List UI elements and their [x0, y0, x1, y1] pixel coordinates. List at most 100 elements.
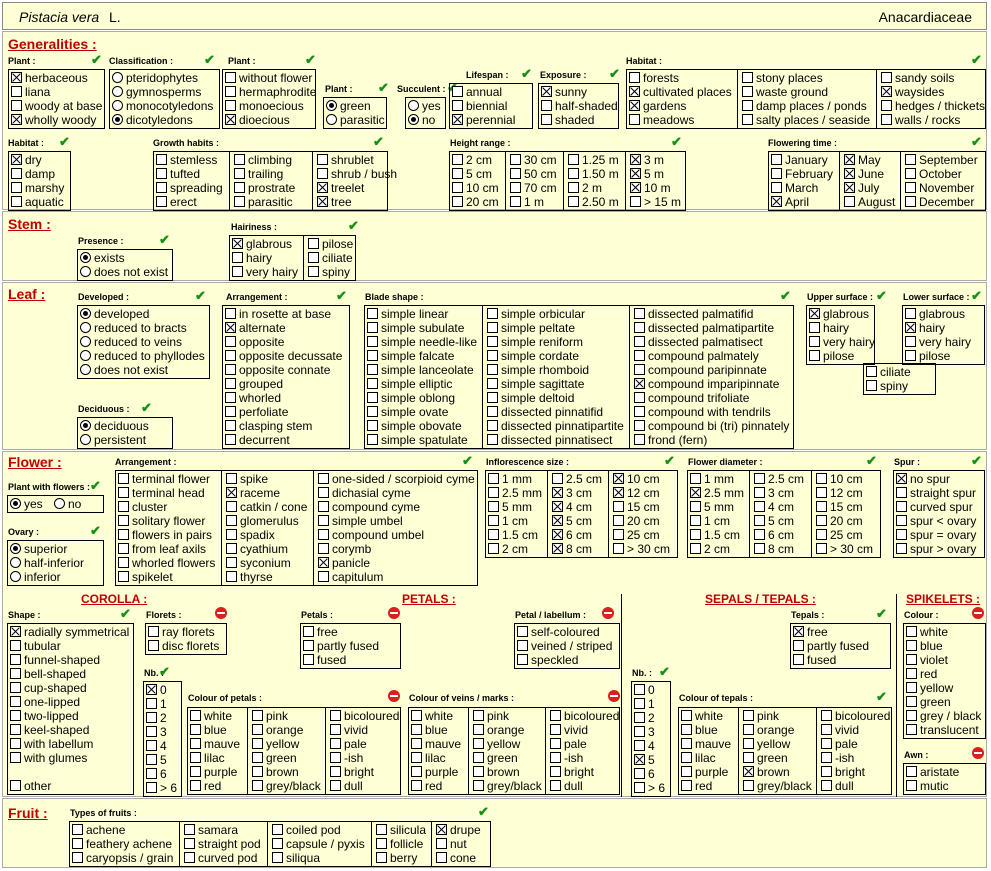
checkbox[interactable] — [72, 838, 83, 849]
checkbox[interactable] — [411, 766, 422, 777]
option-item[interactable]: 5 m — [630, 167, 664, 181]
checkbox[interactable] — [550, 752, 561, 763]
checkbox[interactable] — [487, 364, 498, 375]
option-item[interactable]: grouped — [225, 377, 283, 391]
checkbox[interactable] — [905, 196, 916, 207]
checkbox[interactable] — [681, 780, 692, 791]
option-item[interactable]: > 6 — [634, 781, 665, 795]
checkbox[interactable] — [896, 543, 907, 554]
checkbox[interactable] — [743, 780, 754, 791]
checkbox[interactable] — [118, 473, 129, 484]
checkbox[interactable] — [272, 824, 283, 835]
option-item[interactable]: pilose — [905, 349, 950, 363]
option-item[interactable]: compound cyme — [318, 500, 420, 514]
option-item[interactable]: shrublet — [317, 153, 374, 167]
checkbox[interactable] — [226, 557, 237, 568]
checkbox[interactable] — [232, 266, 243, 277]
checkbox[interactable] — [634, 684, 645, 695]
checkbox[interactable] — [487, 322, 498, 333]
checkbox[interactable] — [11, 182, 22, 193]
option-item[interactable]: 2.5 cm — [754, 472, 804, 486]
checkbox[interactable] — [10, 626, 21, 637]
option-item[interactable]: 2 cm — [690, 542, 730, 556]
checkbox[interactable] — [436, 824, 447, 835]
checkbox[interactable] — [541, 86, 552, 97]
option-item[interactable]: 10 m — [630, 181, 671, 195]
radio-button[interactable] — [80, 364, 91, 375]
radio-button[interactable] — [80, 252, 91, 263]
option-item[interactable]: aristate — [906, 765, 959, 779]
option-item[interactable]: forests — [629, 71, 679, 85]
option-item[interactable]: curved pod — [184, 851, 257, 865]
checkbox[interactable] — [634, 726, 645, 737]
checkbox[interactable] — [318, 473, 329, 484]
option-item[interactable]: terminal head — [118, 486, 205, 500]
option-item[interactable]: syconium — [226, 556, 291, 570]
option-item[interactable]: stemless — [156, 153, 217, 167]
option-item[interactable]: compound imparipinnate — [634, 377, 779, 391]
option-item[interactable]: February — [771, 167, 833, 181]
option-item[interactable]: 10 cm — [613, 472, 660, 486]
option-item[interactable]: damp places / ponds — [742, 99, 867, 113]
radio-button[interactable] — [10, 543, 21, 554]
checkbox[interactable] — [844, 168, 855, 179]
checkbox[interactable] — [690, 473, 701, 484]
option-item[interactable]: blue — [190, 723, 227, 737]
checkbox[interactable] — [630, 182, 641, 193]
option-item[interactable]: disc florets — [148, 639, 219, 653]
option-item[interactable]: brown — [473, 765, 520, 779]
option-item[interactable]: 0 — [146, 683, 167, 697]
option-item[interactable]: 4 cm — [552, 500, 592, 514]
checkbox[interactable] — [552, 543, 563, 554]
checkbox[interactable] — [225, 308, 236, 319]
checkbox[interactable] — [552, 501, 563, 512]
option-item[interactable]: cultivated places — [629, 85, 732, 99]
checkbox[interactable] — [303, 640, 314, 651]
checkbox[interactable] — [517, 626, 528, 637]
checkbox[interactable] — [318, 515, 329, 526]
option-item[interactable]: herbaceous — [11, 71, 88, 85]
option-item[interactable]: 3 — [634, 725, 655, 739]
option-item[interactable]: with labellum — [10, 737, 93, 751]
radio-button[interactable] — [80, 266, 91, 277]
checkbox[interactable] — [473, 780, 484, 791]
checkbox[interactable] — [226, 473, 237, 484]
option-item[interactable]: very hairy — [809, 335, 875, 349]
checkbox[interactable] — [754, 473, 765, 484]
option-item[interactable]: 2 m — [568, 181, 602, 195]
option-item[interactable]: 2.5 mm — [488, 486, 542, 500]
checkbox[interactable] — [118, 529, 129, 540]
checkbox[interactable] — [225, 86, 236, 97]
option-item[interactable]: yellow — [252, 737, 299, 751]
option-item[interactable]: capitulum — [318, 570, 383, 584]
option-item[interactable]: free — [793, 625, 828, 639]
option-item[interactable]: fused — [793, 653, 836, 667]
checkbox[interactable] — [793, 640, 804, 651]
option-item[interactable]: 70 cm — [510, 181, 557, 195]
checkbox[interactable] — [844, 196, 855, 207]
checkbox[interactable] — [225, 434, 236, 445]
option-item[interactable]: 2 cm — [488, 542, 528, 556]
checkbox[interactable] — [681, 710, 692, 721]
radio-button[interactable] — [408, 100, 419, 111]
checkbox[interactable] — [905, 308, 916, 319]
option-item[interactable]: bicoloured — [550, 709, 619, 723]
checkbox[interactable] — [866, 380, 877, 391]
checkbox[interactable] — [568, 182, 579, 193]
option-item[interactable]: white — [411, 709, 453, 723]
checkbox[interactable] — [541, 100, 552, 111]
checkbox[interactable] — [10, 724, 21, 735]
checkbox[interactable] — [10, 738, 21, 749]
radio-button[interactable] — [80, 336, 91, 347]
option-item[interactable]: simple ovate — [367, 405, 448, 419]
checkbox[interactable] — [367, 434, 378, 445]
option-item[interactable]: 8 cm — [754, 542, 794, 556]
checkbox[interactable] — [184, 838, 195, 849]
option-item[interactable]: monocotyledons — [112, 99, 213, 113]
radio-button[interactable] — [112, 114, 123, 125]
option-item[interactable]: sunny — [541, 85, 587, 99]
option-item[interactable]: walls / rocks — [881, 113, 960, 127]
checkbox[interactable] — [330, 766, 341, 777]
checkbox[interactable] — [190, 752, 201, 763]
option-item[interactable]: 5 cm — [452, 167, 492, 181]
